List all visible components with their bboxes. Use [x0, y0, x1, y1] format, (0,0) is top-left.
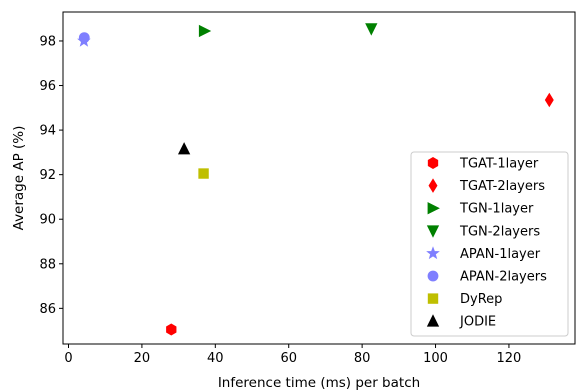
data-point — [198, 24, 212, 38]
data-point — [198, 168, 209, 179]
x-axis-label: Inference time (ms) per batch — [218, 375, 420, 391]
legend-label: JODIE — [459, 315, 496, 330]
y-tick-label: 86 — [39, 302, 56, 317]
legend-label: APAN-2layers — [460, 270, 547, 285]
data-points — [77, 23, 554, 336]
legend-marker — [428, 178, 438, 193]
legend-label: TGN-2layers — [459, 224, 540, 239]
legend-label: TGAT-2layers — [459, 179, 545, 194]
data-point — [365, 23, 378, 36]
x-tick-label: 0 — [64, 351, 72, 366]
legend-label: DyRep — [460, 292, 502, 307]
legend-marker — [426, 314, 440, 327]
y-tick-label: 88 — [39, 257, 56, 272]
x-axis-ticks: 0 20 40 60 80 100 120 — [64, 344, 521, 366]
legend-label: TGN-1layer — [459, 202, 534, 217]
y-tick-label: 96 — [39, 79, 56, 94]
legend-marker — [426, 225, 440, 238]
legend-marker — [427, 270, 439, 282]
data-point — [78, 32, 90, 44]
x-tick-label: 120 — [497, 351, 522, 366]
legend-marker — [427, 202, 440, 215]
y-tick-label: 98 — [39, 34, 56, 49]
legend-marker — [427, 293, 439, 304]
y-tick-label: 90 — [39, 213, 56, 228]
x-tick-label: 60 — [280, 351, 297, 366]
y-tick-label: 92 — [39, 168, 56, 183]
data-point — [544, 92, 554, 108]
legend-label: APAN-1layer — [460, 247, 541, 262]
legend: TGAT-1layer TGAT-2layers TGN-1layer TGN-2la… — [410, 151, 569, 337]
legend-label: TGAT-1layer — [459, 157, 539, 172]
data-point — [166, 323, 177, 336]
x-tick-label: 100 — [423, 351, 448, 366]
legend-marker — [426, 246, 440, 260]
y-axis-label: Average AP (%) — [11, 126, 27, 231]
data-point — [177, 142, 191, 155]
y-tick-label: 94 — [39, 124, 56, 139]
x-tick-label: 40 — [207, 351, 224, 366]
legend-marker — [427, 157, 439, 169]
legend-frame — [410, 151, 569, 337]
x-tick-label: 20 — [134, 351, 151, 366]
y-axis-ticks: 86 88 90 92 94 96 98 — [39, 34, 63, 317]
x-tick-label: 80 — [354, 351, 371, 366]
